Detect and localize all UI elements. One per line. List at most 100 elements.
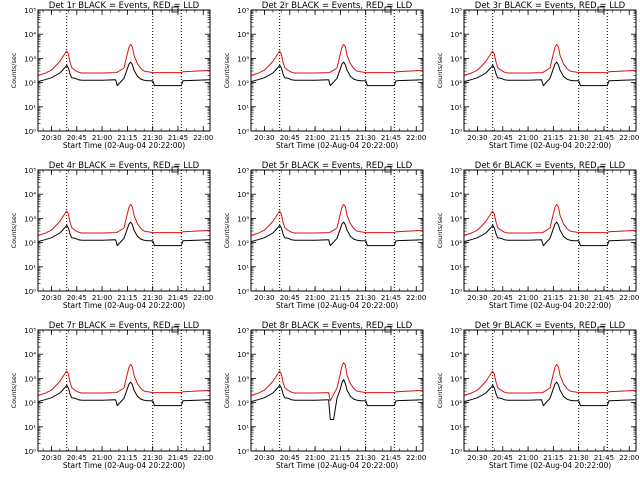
panel-7: Det 7r BLACK = Events, RED = LLD 10⁰ 10¹ 10…	[10, 321, 213, 470]
x-tick-label: 21:30	[356, 454, 376, 462]
y-tick-label: 10⁵	[237, 7, 249, 15]
x-axis-label: Start Time (02-Aug-04 20:22:00)	[276, 301, 398, 310]
x-tick-label: 21:15	[117, 454, 137, 462]
y-tick-label: 10²	[24, 240, 36, 248]
y-tick-label: 10⁰	[24, 448, 36, 456]
series-line-events	[463, 381, 637, 407]
x-tick-label: 21:45	[168, 134, 188, 142]
plot-frame	[250, 329, 424, 452]
panel-4: Det 4r BLACK = Events, RED = LLD 10⁰ 10¹ 10…	[10, 161, 213, 310]
x-tick-label: 20:30	[467, 294, 487, 302]
y-axis-label: Counts/sec	[436, 52, 444, 88]
y-tick-label: 10²	[450, 80, 462, 88]
x-axis-label: Start Time (02-Aug-04 20:22:00)	[489, 141, 611, 150]
x-tick-label: 21:30	[569, 454, 589, 462]
x-tick-label: 22:00	[193, 134, 213, 142]
x-tick-label: 21:00	[305, 454, 325, 462]
x-tick-label: 21:15	[117, 134, 137, 142]
x-axis-label: Start Time (02-Aug-04 20:22:00)	[276, 461, 398, 470]
x-tick-label: 21:00	[305, 294, 325, 302]
y-tick-label: 10⁴	[24, 351, 36, 359]
y-tick-label: 10⁴	[450, 351, 462, 359]
y-axis-label: Counts/sec	[10, 52, 18, 88]
x-tick-label: 21:30	[143, 294, 163, 302]
y-tick-label: 10²	[24, 400, 36, 408]
y-tick-label: 10³	[24, 215, 36, 223]
x-tick-label: 20:45	[67, 134, 87, 142]
y-tick-label: 10⁵	[24, 7, 36, 15]
x-tick-label: 21:45	[381, 454, 401, 462]
y-tick-label: 10³	[237, 215, 249, 223]
x-tick-label: 21:45	[168, 454, 188, 462]
x-tick-label: 20:45	[280, 454, 300, 462]
x-tick-label: 21:15	[117, 294, 137, 302]
y-tick-label: 10³	[450, 375, 462, 383]
series-line-lld	[250, 362, 424, 402]
x-axis-label: Start Time (02-Aug-04 20:22:00)	[63, 141, 185, 150]
panel-title: Det 9r BLACK = Events, RED = LLD	[475, 321, 626, 331]
series-line-lld	[37, 363, 211, 396]
x-tick-label: 22:00	[619, 294, 639, 302]
y-tick-label: 10¹	[450, 264, 462, 272]
x-tick-label: 20:30	[467, 134, 487, 142]
series-line-events	[250, 61, 424, 87]
y-tick-label: 10¹	[237, 424, 249, 432]
panel-5: Det 5r BLACK = Events, RED = LLD 10⁰ 10¹ 10…	[223, 161, 426, 310]
x-axis-label: Start Time (02-Aug-04 20:22:00)	[489, 301, 611, 310]
plot-frame	[250, 9, 424, 132]
series-line-events	[37, 221, 211, 247]
y-tick-label: 10⁰	[237, 288, 249, 296]
y-tick-label: 10⁵	[450, 327, 462, 335]
panel-9: Det 9r BLACK = Events, RED = LLD 10⁰ 10¹ 10…	[436, 321, 639, 470]
x-tick-label: 20:45	[67, 454, 87, 462]
series-line-lld	[37, 203, 211, 236]
y-tick-label: 10⁴	[24, 191, 36, 199]
y-tick-label: 10³	[237, 375, 249, 383]
x-tick-label: 20:45	[280, 134, 300, 142]
panel-title: Det 7r BLACK = Events, RED = LLD	[49, 321, 200, 331]
y-tick-label: 10³	[237, 55, 249, 63]
x-tick-label: 21:15	[543, 294, 563, 302]
x-tick-label: 21:45	[594, 454, 614, 462]
y-tick-label: 10¹	[24, 424, 36, 432]
panel-2: Det 2r BLACK = Events, RED = LLD 10⁰ 10¹ 10…	[223, 1, 426, 150]
x-axis-label: Start Time (02-Aug-04 20:22:00)	[276, 141, 398, 150]
panel-title: Det 8r BLACK = Events, RED = LLD	[262, 321, 413, 331]
y-tick-label: 10¹	[237, 104, 249, 112]
panel-6: Det 6r BLACK = Events, RED = LLD 10⁰ 10¹ 10…	[436, 161, 639, 310]
y-tick-label: 10⁰	[450, 128, 462, 136]
y-tick-label: 10²	[237, 80, 249, 88]
x-tick-label: 20:45	[493, 134, 513, 142]
series-line-lld	[463, 363, 637, 396]
panel-title: Det 2r BLACK = Events, RED = LLD	[262, 1, 413, 11]
x-tick-label: 20:30	[254, 134, 274, 142]
x-tick-label: 22:00	[406, 454, 426, 462]
y-tick-label: 10⁰	[450, 288, 462, 296]
y-tick-label: 10⁰	[24, 128, 36, 136]
y-tick-label: 10⁰	[24, 288, 36, 296]
series-line-lld	[463, 43, 637, 76]
y-tick-label: 10²	[237, 240, 249, 248]
y-tick-label: 10⁵	[450, 7, 462, 15]
series-line-events	[250, 379, 424, 420]
plot-frame	[463, 9, 637, 132]
series-line-events	[37, 381, 211, 407]
x-tick-label: 21:45	[594, 294, 614, 302]
panel-8: Det 8r BLACK = Events, RED = LLD 10⁰ 10¹ 10…	[223, 321, 426, 470]
x-tick-label: 21:15	[543, 454, 563, 462]
plot-frame	[250, 169, 424, 292]
x-tick-label: 20:30	[41, 134, 61, 142]
y-axis-label: Counts/sec	[223, 372, 231, 408]
y-tick-label: 10⁵	[237, 327, 249, 335]
y-tick-label: 10²	[450, 400, 462, 408]
y-tick-label: 10²	[24, 80, 36, 88]
series-line-lld	[250, 203, 424, 236]
y-tick-label: 10⁴	[237, 31, 249, 39]
x-tick-label: 21:30	[356, 134, 376, 142]
panel-title: Det 3r BLACK = Events, RED = LLD	[475, 1, 626, 11]
y-tick-label: 10⁰	[237, 448, 249, 456]
y-axis-label: Counts/sec	[436, 212, 444, 248]
x-tick-label: 21:00	[518, 294, 538, 302]
y-tick-label: 10¹	[450, 104, 462, 112]
y-tick-label: 10¹	[24, 104, 36, 112]
